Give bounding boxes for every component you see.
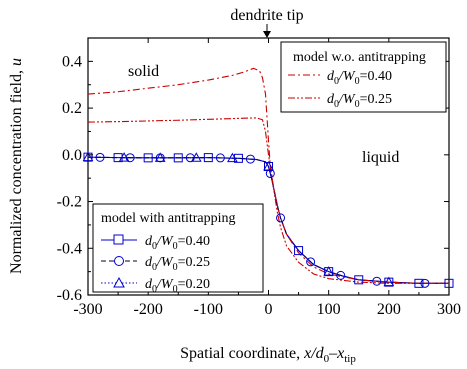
series-marker-1 <box>306 257 316 267</box>
legend-entry-no-at-040-sub: 0 <box>334 76 339 87</box>
series-marker-0 <box>354 275 364 285</box>
annotation-dendrite-tip: dendrite tip <box>230 7 303 24</box>
legend-entry-at-040: d0/W0=0.40 <box>145 234 210 252</box>
y-tick-label: 0.4 <box>62 53 82 70</box>
legend-entry-no-at-025-post: =0.25 <box>360 92 392 107</box>
y-tick-label: -0.2 <box>57 194 82 211</box>
legend-entry-no-at-025-sub: 0 <box>334 99 339 110</box>
annotation-solid: solid <box>128 63 159 80</box>
series-marker-1 <box>276 213 286 223</box>
series-marker-2 <box>263 160 274 171</box>
series-marker-2 <box>323 266 335 276</box>
legend-entry-at-020-mid: /W <box>156 277 174 292</box>
y-axis-label: Normalized concentration field, u <box>8 58 25 274</box>
legend-entry-at-025: d0/W0=0.25 <box>145 255 210 273</box>
annotation-liquid: liquid <box>362 149 399 166</box>
series-marker-2 <box>383 276 395 287</box>
legend-entry-at-040-post: =0.40 <box>178 234 210 249</box>
series-marker-2 <box>118 152 130 162</box>
legend-antitrapping-title: model with antitrapping <box>101 211 236 226</box>
series-marker-1 <box>95 152 105 162</box>
series-marker-0 <box>203 153 213 163</box>
legend-entry-at-025-pre: d <box>145 255 153 270</box>
series-marker-0 <box>444 278 454 288</box>
y-tick-label: 0.0 <box>62 147 82 164</box>
x-tick-label: 300 <box>437 301 461 318</box>
legend-no-antitrapping: model w.o. antitrapping d0/W0=0.40 d0/W0… <box>280 41 447 113</box>
series-marker-1 <box>265 169 275 179</box>
series-marker-1 <box>336 270 346 280</box>
series-marker-2 <box>154 152 166 162</box>
x-tick-label: -100 <box>194 301 223 318</box>
x-axis-label-sub0: 0 <box>324 353 330 365</box>
legend-marker-square <box>113 234 124 245</box>
legend-marker-circle <box>114 256 124 266</box>
legend-entry-no-at-025-sub2: 0 <box>355 99 360 110</box>
series-marker-2 <box>190 152 202 162</box>
series-marker-1 <box>372 276 382 286</box>
legend-entry-at-020: d0/W0=0.20 <box>145 277 210 295</box>
legend-entry-at-020-sub: 0 <box>152 284 157 295</box>
series-marker-2 <box>82 151 94 162</box>
legend-entry-at-040-sub: 0 <box>152 241 157 252</box>
legend-antitrapping: model with antitrapping d0/W0=0.40 d0/W0… <box>92 203 264 295</box>
legend-entry-no-at-040-sub2: 0 <box>355 76 360 87</box>
x-tick-label: 100 <box>317 301 341 318</box>
legend-entry-at-025-sub2: 0 <box>173 262 178 273</box>
legend-entry-at-040-pre: d <box>145 234 153 249</box>
legend-entry-no-at-040-post: =0.40 <box>360 69 392 84</box>
series-marker-0 <box>173 153 183 163</box>
y-tick-label: -0.4 <box>57 240 82 257</box>
series-marker-0 <box>294 246 304 256</box>
legend-entry-at-025-mid: /W <box>156 255 174 270</box>
series-marker-1 <box>215 153 225 163</box>
tick-layer: -300 -200 -100 0 100 200 300 -0.6 -0.4 -0.2 0.0 0.2… <box>57 38 461 318</box>
series-marker-1 <box>420 278 430 288</box>
series-marker-0 <box>414 278 424 288</box>
y-tick-label: -0.6 <box>57 287 82 304</box>
legend-marker-triangle <box>113 276 125 288</box>
x-tick-label: 200 <box>377 301 401 318</box>
y-axis-label-var: u <box>8 58 25 66</box>
dendrite-tip-arrow-head <box>263 31 271 38</box>
legend-entry-at-040-sub2: 0 <box>173 241 178 252</box>
legend-entry-at-020-sub2: 0 <box>173 284 178 295</box>
x-axis-label: Spatial coordinate, x/d0–xtip <box>180 345 356 365</box>
x-tick-label: -300 <box>73 301 102 318</box>
legend-entry-at-040-mid: /W <box>156 234 174 249</box>
legend-entry-no-at-025: d0/W0=0.25 <box>327 92 392 110</box>
data-layer <box>82 67 454 288</box>
y-tick-label: 0.2 <box>62 100 82 117</box>
legend-entry-no-at-040-mid: /W <box>338 69 356 84</box>
series-marker-0 <box>233 153 243 163</box>
legend-antitrapping-box <box>92 203 264 293</box>
legend-entry-no-at-025-mid: /W <box>338 92 356 107</box>
legend-no-antitrapping-title: model w.o. antitrapping <box>293 50 426 65</box>
series-marker-2 <box>227 152 238 163</box>
x-tick-label: 0 <box>265 301 273 318</box>
x-axis-label-sub-tip: tip <box>344 353 356 365</box>
x-axis-label-tail: –x <box>328 345 344 362</box>
x-tick-label: -200 <box>134 301 163 318</box>
legend-entry-no-at-040-pre: d <box>327 69 335 84</box>
series-marker-0 <box>143 153 153 163</box>
legend-no-antitrapping-box <box>280 41 447 113</box>
y-axis-label-main: Normalized concentration field, <box>8 66 25 274</box>
x-axis-label-main: Spatial coordinate, <box>180 345 304 362</box>
legend-entry-at-025-post: =0.25 <box>178 255 210 270</box>
series-marker-1 <box>245 154 255 164</box>
legend-entry-at-020-post: =0.20 <box>178 277 210 292</box>
legend-entry-no-at-025-pre: d <box>327 92 335 107</box>
legend-entry-at-025-sub: 0 <box>152 262 157 273</box>
legend-entry-at-020-pre: d <box>145 277 153 292</box>
x-axis-label-var: x/d <box>303 345 325 362</box>
legend-entry-no-at-040: d0/W0=0.40 <box>327 69 392 87</box>
